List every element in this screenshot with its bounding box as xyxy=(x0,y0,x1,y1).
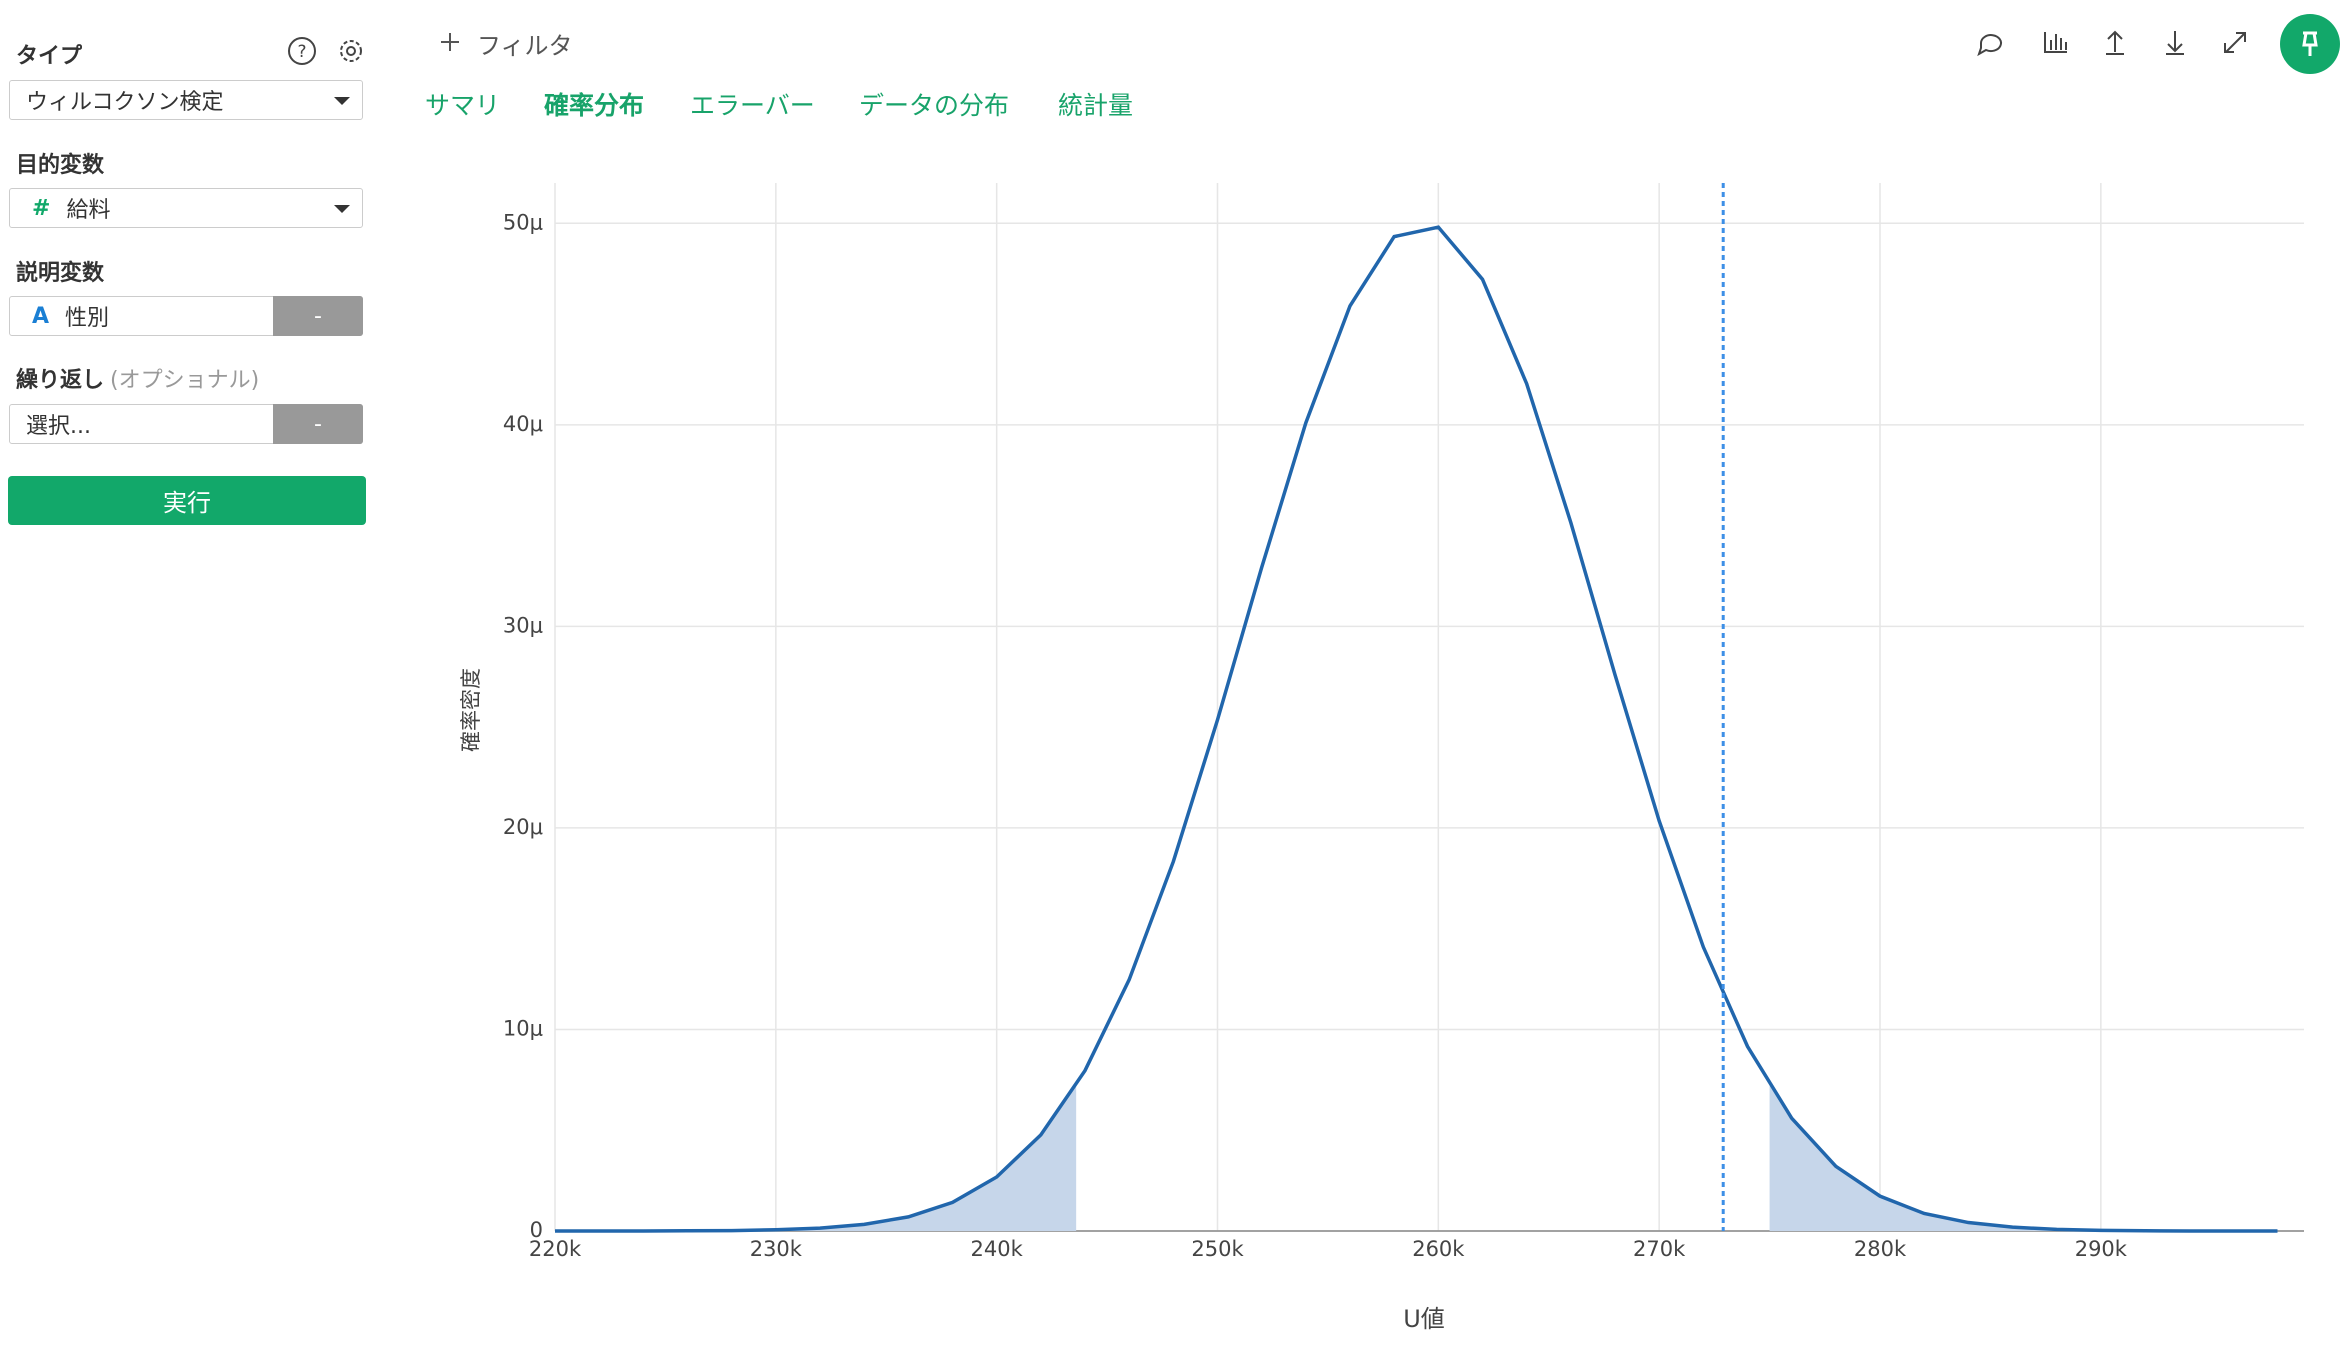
repeat-label-row: 繰り返し (オプショナル) xyxy=(16,362,259,394)
repeat-label: 繰り返し xyxy=(16,368,105,393)
type-label: タイプ xyxy=(16,44,83,69)
y-tick-label: 40μ xyxy=(503,412,543,436)
y-tick-label: 10μ xyxy=(503,1016,543,1040)
tail-area xyxy=(555,1083,1077,1231)
y-tick-label: 50μ xyxy=(503,210,543,234)
help-icon[interactable]: ? xyxy=(297,42,306,62)
target-value: 給料 xyxy=(66,198,111,223)
plus-icon xyxy=(441,33,459,51)
explanatory-select[interactable]: A 性別 - xyxy=(9,296,363,336)
settings-icon[interactable] xyxy=(340,40,362,62)
explanatory-value: 性別 xyxy=(65,306,110,331)
explanatory-label: 説明変数 xyxy=(16,261,105,286)
tab[interactable]: 統計量 xyxy=(1058,91,1134,120)
toolbar-icons xyxy=(1977,30,2246,57)
comment-icon[interactable] xyxy=(1977,34,2002,57)
expand-icon[interactable] xyxy=(2224,32,2246,53)
upload-icon[interactable] xyxy=(2106,30,2124,55)
repeat-placeholder: 選択... xyxy=(26,414,91,439)
tab[interactable]: 確率分布 xyxy=(544,91,645,120)
filter-label: フィルタ xyxy=(477,32,573,60)
tab[interactable]: サマリ xyxy=(425,91,501,120)
x-tick-label: 270k xyxy=(1633,1237,1686,1261)
target-label: 目的変数 xyxy=(16,153,105,178)
y-tick-label: 30μ xyxy=(503,613,543,637)
type-value: ウィルコクソン検定 xyxy=(26,90,224,115)
repeat-optional: (オプショナル) xyxy=(110,368,260,393)
y-tick-label: 20μ xyxy=(503,815,543,839)
tab[interactable]: データの分布 xyxy=(859,91,1010,120)
repeat-select[interactable]: 選択... - xyxy=(9,404,363,444)
remove-button[interactable]: - xyxy=(273,296,363,336)
x-tick-label: 290k xyxy=(2075,1237,2128,1261)
density-line xyxy=(555,225,2278,1233)
plot-area xyxy=(554,183,2304,1233)
filter-button[interactable]: フィルタ xyxy=(435,26,573,61)
text-icon: A xyxy=(32,303,50,329)
settings-icon-center xyxy=(346,46,356,56)
tab[interactable]: エラーバー xyxy=(690,91,815,120)
caret xyxy=(334,205,350,213)
chart-icon[interactable] xyxy=(2044,32,2067,53)
help-icon-circle xyxy=(288,37,316,65)
x-tick-label: 230k xyxy=(750,1237,803,1261)
caret xyxy=(334,97,350,105)
x-tick-label: 220k xyxy=(529,1237,582,1261)
x-tick-label: 250k xyxy=(1191,1237,1244,1261)
pin-icon xyxy=(2302,31,2318,56)
y-tick-label: 0 xyxy=(530,1218,543,1242)
numeric-icon: # xyxy=(32,195,51,221)
tail-area xyxy=(1769,1082,2304,1231)
x-tick-label: 240k xyxy=(971,1237,1024,1261)
target-select[interactable]: # 給料 xyxy=(9,188,363,228)
type-select[interactable]: ウィルコクソン検定 xyxy=(9,80,363,120)
download-icon[interactable] xyxy=(2166,31,2184,55)
x-tick-label: 260k xyxy=(1412,1237,1465,1261)
x-axis-label: U値 xyxy=(1403,1305,1445,1333)
x-tick-label: 280k xyxy=(1854,1237,1907,1261)
run-button[interactable]: 実行 xyxy=(8,476,366,525)
y-axis-label: 確率密度 xyxy=(459,668,483,752)
remove-button[interactable]: - xyxy=(273,404,363,444)
